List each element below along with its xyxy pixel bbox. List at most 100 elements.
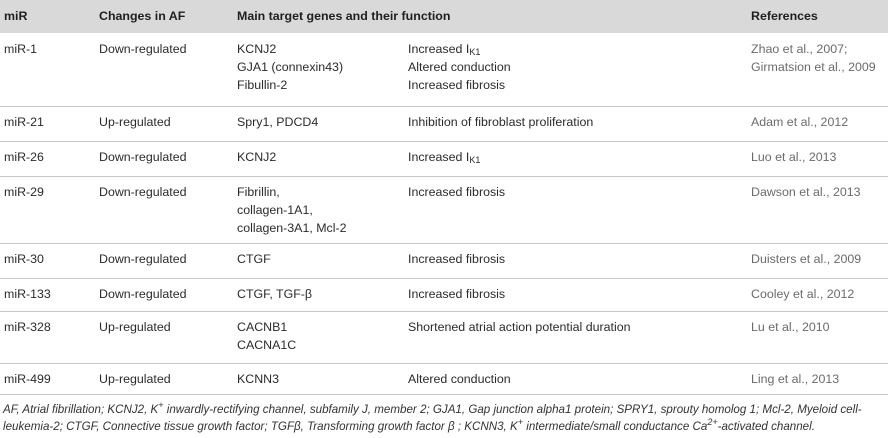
table-header: miR Changes in AF Main target genes and … [0, 0, 888, 33]
gene-line: CTGF, TGF-β [237, 287, 313, 301]
function-text: Increased fibrosis [408, 78, 506, 92]
genes-cell: CTGF, TGF-β [237, 285, 312, 303]
function-text: Increased fibrosis [408, 252, 506, 266]
footnote: AF, Atrial fibrillation; KCNJ2, K+ inwar… [3, 401, 887, 435]
table-row: miR-21 Up-regulated Spry1, PDCD4 Inhibition… [0, 106, 888, 142]
mir-cell: miR-328 [4, 320, 51, 334]
genes-cell: CTGF [237, 250, 271, 268]
function-cell: Increased fibrosis [408, 183, 505, 201]
footnote-sup-1: + [158, 400, 164, 410]
genes-cell: Fibrillin, collagen-1A1, collagen-3A1, Mcl… [237, 183, 347, 237]
function-line: Increased fibrosis [408, 76, 511, 94]
footnote-sup-2: + [517, 417, 524, 427]
gene-line: CACNA1C [237, 338, 297, 352]
footnote-text-4: -activated channel. [717, 420, 815, 433]
function-line: Altered conduction [408, 58, 511, 76]
header-targets: Main target genes and their function [237, 9, 451, 23]
header-references: References [751, 9, 818, 23]
reference-line: Luo et al., 2013 [751, 150, 837, 164]
gene-line: Spry1, PDCD4 [237, 115, 319, 129]
header-mir: miR [4, 9, 28, 23]
genes-cell: KCNN3 [237, 370, 279, 388]
function-subscript: K1 [469, 155, 481, 165]
footnote-text-2: inwardly-rectifying channel, subfamily J… [3, 403, 862, 433]
function-cell: Increased fibrosis [408, 285, 505, 303]
table-row: miR-30 Down-regulated CTGF Increased fibros… [0, 243, 888, 279]
function-text: Altered conduction [408, 372, 511, 386]
table-row: miR-26 Down-regulated KCNJ2 Increased IK1 Lu… [0, 141, 888, 177]
references-cell: Dawson et al., 2013 [751, 183, 861, 201]
genes-cell: KCNJ2 [237, 148, 276, 166]
function-subscript: K1 [469, 47, 481, 57]
function-text: Increased fibrosis [408, 287, 506, 301]
reference-line: Cooley et al., 2012 [751, 287, 855, 301]
gene-line: CTGF [237, 252, 271, 266]
mir-cell: miR-499 [4, 372, 51, 386]
reference-line: Lu et al., 2010 [751, 320, 830, 334]
function-text: Increased fibrosis [408, 185, 506, 199]
mir-cell: miR-30 [4, 252, 44, 266]
function-cell: Altered conduction [408, 370, 511, 388]
reference-line: Ling et al., 2013 [751, 372, 840, 386]
function-line: Increased fibrosis [408, 183, 505, 201]
table-row: miR-29 Down-regulated Fibrillin, collagen-1… [0, 176, 888, 244]
reference-line: Duisters et al., 2009 [751, 252, 862, 266]
function-cell: Shortened atrial action potential durati… [408, 318, 631, 336]
table-row: miR-499 Up-regulated KCNN3 Altered conducti… [0, 363, 888, 395]
function-line: Increased IK1 [408, 148, 480, 166]
references-cell: Lu et al., 2010 [751, 318, 830, 336]
references-cell: Zhao et al., 2007; Girmatsion et al., 200… [751, 40, 876, 76]
mir-cell: miR-21 [4, 115, 44, 129]
genes-cell: KCNJ2 GJA1 (connexin43) Fibullin-2 [237, 40, 343, 94]
mir-cell: miR-1 [4, 42, 38, 56]
function-line: Altered conduction [408, 370, 511, 388]
genes-cell: Spry1, PDCD4 [237, 113, 318, 131]
footnote-text-1: AF, Atrial fibrillation; KCNJ2, K [3, 403, 159, 416]
reference-line: Adam et al., 2012 [751, 115, 849, 129]
reference-line: Dawson et al., 2013 [751, 185, 861, 199]
reference-line: Zhao et al., 2007; [751, 42, 848, 56]
mir-cell: miR-29 [4, 185, 44, 199]
change-cell: Down-regulated [99, 150, 187, 164]
gene-line: collagen-1A1, [237, 203, 313, 217]
function-line: Shortened atrial action potential durati… [408, 318, 631, 336]
function-text: Altered conduction [408, 60, 511, 74]
references-cell: Cooley et al., 2012 [751, 285, 854, 303]
table-row: miR-328 Up-regulated CACNB1 CACNA1C Shortene… [0, 311, 888, 364]
table-row: miR-1 Down-regulated KCNJ2 GJA1 (connexin43… [0, 33, 888, 107]
function-text: Inhibition of fibroblast proliferation [408, 115, 594, 129]
function-line: Increased fibrosis [408, 250, 505, 268]
change-cell: Up-regulated [99, 372, 171, 386]
change-cell: Down-regulated [99, 252, 187, 266]
references-cell: Ling et al., 2013 [751, 370, 839, 388]
function-line: Inhibition of fibroblast proliferation [408, 113, 593, 131]
references-cell: Adam et al., 2012 [751, 113, 848, 131]
gene-line: KCNN3 [237, 372, 279, 386]
function-line: Increased IK1 [408, 40, 511, 58]
mir-cell: miR-133 [4, 287, 51, 301]
function-text: Shortened atrial action potential durati… [408, 320, 631, 334]
gene-line: GJA1 (connexin43) [237, 60, 344, 74]
gene-line: KCNJ2 [237, 42, 277, 56]
genes-cell: CACNB1 CACNA1C [237, 318, 296, 354]
function-cell: Increased IK1 [408, 148, 480, 166]
header-changes: Changes in AF [99, 9, 186, 23]
change-cell: Up-regulated [99, 115, 171, 129]
change-cell: Down-regulated [99, 42, 187, 56]
function-line: Increased fibrosis [408, 285, 505, 303]
gene-line: collagen-3A1, Mcl-2 [237, 221, 347, 235]
footnote-text-3: intermediate/small conductance Ca [523, 420, 708, 433]
table-bottom-rule [0, 394, 888, 395]
function-cell: Increased fibrosis [408, 250, 505, 268]
function-text: Increased I [408, 150, 470, 164]
change-cell: Down-regulated [99, 287, 187, 301]
change-cell: Up-regulated [99, 320, 171, 334]
gene-line: Fibrillin, [237, 185, 280, 199]
gene-line: CACNB1 [237, 320, 288, 334]
function-text: Increased I [408, 42, 470, 56]
reference-line: Girmatsion et al., 2009 [751, 60, 876, 74]
gene-line: Fibullin-2 [237, 78, 288, 92]
mir-cell: miR-26 [4, 150, 44, 164]
change-cell: Down-regulated [99, 185, 187, 199]
table-row: miR-133 Down-regulated CTGF, TGF-β Increase… [0, 278, 888, 312]
